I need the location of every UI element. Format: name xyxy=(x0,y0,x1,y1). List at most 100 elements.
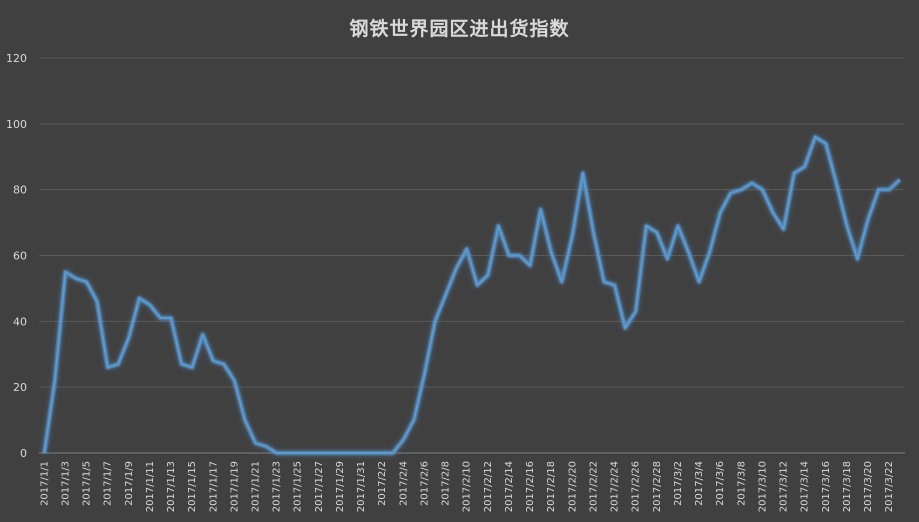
data-point xyxy=(519,255,521,257)
data-point xyxy=(466,248,468,250)
data-point xyxy=(138,297,140,299)
data-point xyxy=(223,363,225,365)
data-point xyxy=(233,380,235,382)
data-point xyxy=(582,172,584,174)
x-tick-label: 2017/2/8 xyxy=(441,461,452,506)
data-point xyxy=(592,231,594,233)
data-point xyxy=(360,452,362,454)
x-tick-label: 2017/2/6 xyxy=(419,461,430,506)
x-tick-label: 2017/2/2 xyxy=(377,461,388,506)
data-point xyxy=(149,304,151,306)
data-point xyxy=(688,251,690,253)
data-point xyxy=(719,212,721,214)
data-point xyxy=(75,278,77,280)
data-point xyxy=(888,189,890,191)
x-tick-label: 2017/3/2 xyxy=(673,461,684,506)
data-point xyxy=(497,225,499,227)
data-point xyxy=(244,419,246,421)
data-point xyxy=(307,452,309,454)
y-tick-label: 0 xyxy=(20,447,27,460)
x-tick-label: 2017/2/22 xyxy=(588,461,599,512)
data-point xyxy=(867,218,869,220)
data-point xyxy=(476,284,478,286)
y-tick-label: 100 xyxy=(6,118,27,131)
x-tick-label: 2017/2/18 xyxy=(546,461,557,512)
data-point xyxy=(255,442,257,444)
x-tick-label: 2017/3/10 xyxy=(757,461,768,512)
x-axis-tick-labels: 2017/1/1 2017/1/3 2017/1/5 2017/1/7 2017/1/9… xyxy=(39,461,895,512)
x-tick-label: 2017/2/20 xyxy=(567,461,578,512)
chart-title: 钢铁世界园区进出货指数 xyxy=(349,18,570,40)
x-tick-label: 2017/2/16 xyxy=(525,461,536,512)
data-point xyxy=(318,452,320,454)
x-tick-label: 2017/1/5 xyxy=(82,461,93,506)
data-point xyxy=(772,212,774,214)
data-point xyxy=(614,284,616,286)
data-point xyxy=(297,452,299,454)
data-point xyxy=(730,192,732,194)
x-tick-label: 2017/1/31 xyxy=(356,461,367,512)
y-tick-label: 20 xyxy=(13,381,27,394)
x-tick-label: 2017/1/19 xyxy=(229,461,240,512)
data-point xyxy=(286,452,288,454)
data-point xyxy=(835,182,837,184)
x-tick-label: 2017/1/7 xyxy=(103,461,114,506)
x-tick-label: 2017/2/24 xyxy=(610,461,621,512)
data-point xyxy=(804,166,806,168)
x-tick-label: 2017/2/12 xyxy=(483,461,494,512)
series-line xyxy=(43,136,901,454)
x-tick-label: 2017/3/18 xyxy=(842,461,853,512)
data-point xyxy=(666,258,668,260)
y-tick-label: 80 xyxy=(13,184,27,197)
x-tick-label: 2017/1/15 xyxy=(187,461,198,512)
y-tick-label: 60 xyxy=(13,250,27,263)
x-tick-label: 2017/3/16 xyxy=(821,461,832,512)
data-point xyxy=(624,327,626,329)
data-point xyxy=(328,452,330,454)
data-point xyxy=(402,439,404,441)
x-tick-label: 2017/3/8 xyxy=(736,461,747,506)
x-tick-label: 2017/3/4 xyxy=(694,461,705,506)
data-point xyxy=(265,445,267,447)
data-point xyxy=(656,231,658,233)
data-point xyxy=(677,225,679,227)
data-point xyxy=(191,366,193,368)
x-tick-label: 2017/3/6 xyxy=(715,461,726,506)
data-point xyxy=(825,143,827,145)
x-tick-label: 2017/1/9 xyxy=(124,461,135,506)
data-point xyxy=(698,281,700,283)
data-point xyxy=(761,189,763,191)
data-point xyxy=(371,452,373,454)
x-tick-label: 2017/1/1 xyxy=(39,461,50,506)
data-point xyxy=(107,366,109,368)
data-point xyxy=(202,334,204,336)
data-point xyxy=(170,317,172,319)
data-point xyxy=(814,136,816,138)
data-point xyxy=(455,268,457,270)
x-tick-label: 2017/1/3 xyxy=(60,461,71,506)
x-tick-label: 2017/3/22 xyxy=(884,461,895,512)
data-point xyxy=(423,373,425,375)
data-point xyxy=(878,189,880,191)
x-tick-label: 2017/2/4 xyxy=(398,461,409,506)
x-tick-label: 2017/1/17 xyxy=(208,461,219,512)
data-point xyxy=(709,251,711,253)
data-point xyxy=(445,294,447,296)
data-point xyxy=(550,251,552,253)
data-point xyxy=(635,310,637,312)
x-tick-label: 2017/2/28 xyxy=(652,461,663,512)
data-point xyxy=(434,320,436,322)
data-point xyxy=(645,225,647,227)
data-point xyxy=(212,360,214,362)
x-tick-label: 2017/3/14 xyxy=(800,461,811,512)
data-point xyxy=(159,317,161,319)
gridlines xyxy=(39,57,905,454)
x-tick-label: 2017/1/21 xyxy=(251,461,262,512)
x-tick-label: 2017/2/10 xyxy=(462,461,473,512)
data-point xyxy=(54,380,56,382)
data-point xyxy=(740,189,742,191)
data-point xyxy=(783,228,785,230)
x-tick-label: 2017/3/12 xyxy=(779,461,790,512)
data-point xyxy=(43,452,45,454)
